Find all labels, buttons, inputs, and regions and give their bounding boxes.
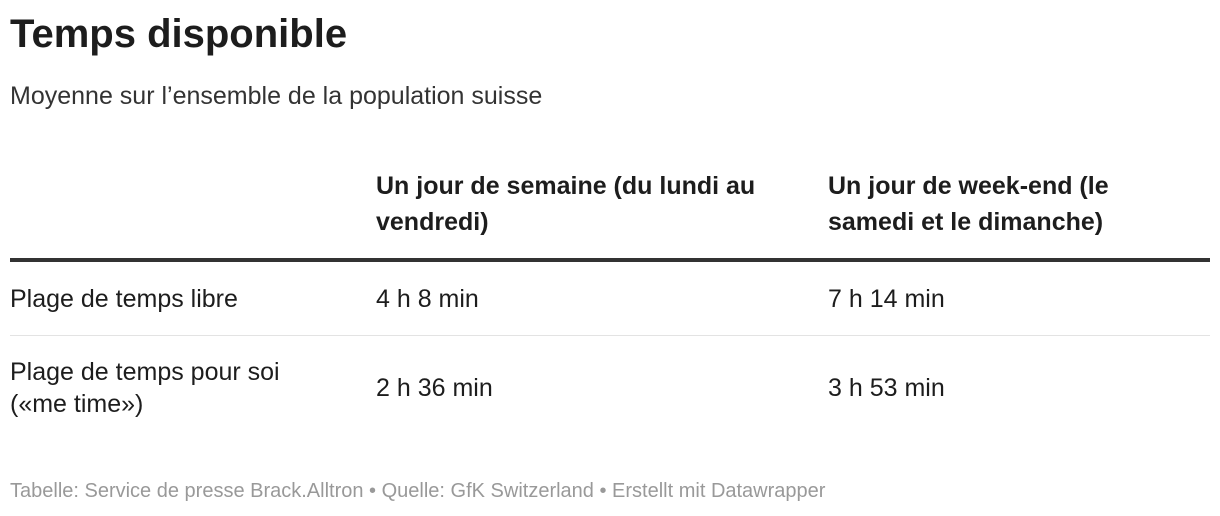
table-row: Plage de temps libre 4 h 8 min 7 h 14 mi… (10, 262, 1210, 336)
cell: 2 h 36 min (376, 374, 493, 402)
cell: 3 h 53 min (828, 374, 945, 402)
subtitle: Moyenne sur l’ensemble de la population … (10, 82, 543, 110)
header-cell: Un jour de semaine (du lundi au vendredi… (376, 172, 756, 236)
footer: Tabelle: Service de presse Brack.Alltron… (10, 480, 826, 502)
table-row: Plage de temps pour soi («me time») 2 h … (10, 336, 1210, 440)
row-label: Plage de temps pour soi («me time») (10, 358, 280, 418)
table: Un jour de semaine (du lundi au vendredi… (10, 168, 1210, 440)
row-label: Plage de temps libre (10, 284, 238, 313)
cell: 4 h 8 min (376, 284, 479, 313)
cell: 7 h 14 min (828, 284, 945, 313)
header-row: Un jour de semaine (du lundi au vendredi… (10, 168, 1210, 262)
header-cell: Un jour de week-end (le samedi et le dim… (828, 172, 1109, 236)
title: Temps disponible (10, 12, 348, 56)
